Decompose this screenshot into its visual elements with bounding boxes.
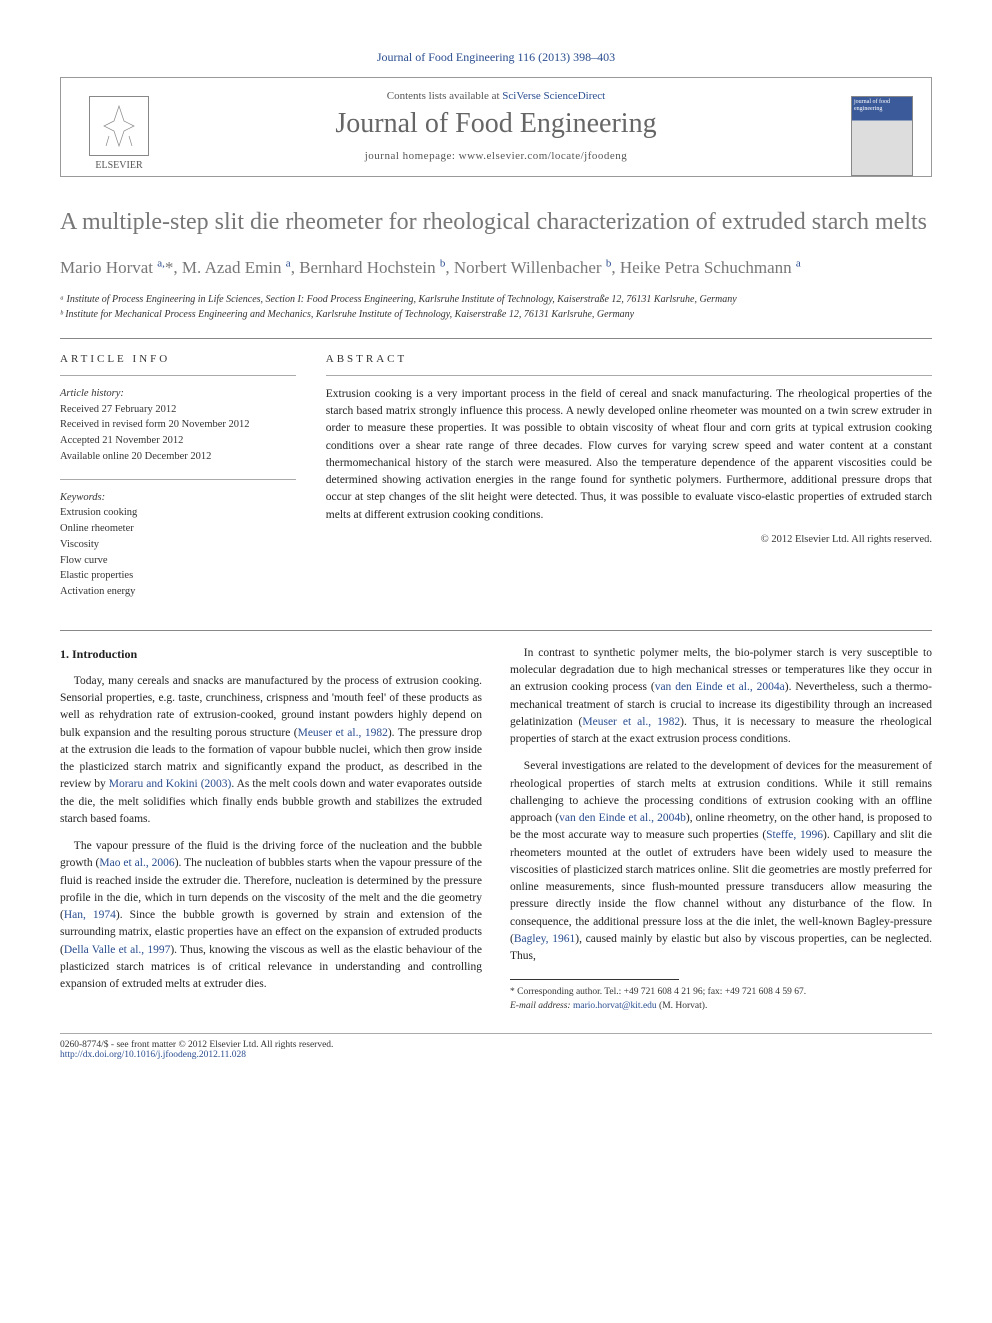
body-paragraph: In contrast to synthetic polymer melts, …: [510, 645, 932, 749]
body-paragraph: Several investigations are related to th…: [510, 758, 932, 965]
cover-label: journal of food engineering: [852, 97, 912, 114]
footer-left: 0260-8774/$ - see front matter © 2012 El…: [60, 1040, 333, 1060]
abstract-column: ABSTRACT Extrusion cooking is a very imp…: [326, 353, 932, 600]
keyword: Elastic properties: [60, 568, 296, 584]
publisher-logo: ELSEVIER: [79, 96, 159, 186]
affiliations: ᵃ Institute of Process Engineering in Li…: [60, 292, 932, 322]
article-info-heading: ARTICLE INFO: [60, 353, 296, 365]
footnote-separator: [510, 979, 679, 980]
history-line: Received in revised form 20 November 201…: [60, 417, 296, 433]
info-abstract-row: ARTICLE INFO Article history: Received 2…: [60, 353, 932, 600]
keyword: Extrusion cooking: [60, 505, 296, 521]
abstract-copyright: © 2012 Elsevier Ltd. All rights reserved…: [326, 534, 932, 545]
keyword: Online rheometer: [60, 521, 296, 537]
keywords-block: Keywords: Extrusion cookingOnline rheome…: [60, 490, 296, 600]
divider: [60, 375, 296, 376]
history-label: Article history:: [60, 386, 296, 402]
history-line: Available online 20 December 2012: [60, 449, 296, 465]
corresponding-email[interactable]: mario.horvat@kit.edu: [573, 1001, 657, 1011]
email-label: E-mail address:: [510, 1001, 571, 1011]
abstract-text: Extrusion cooking is a very important pr…: [326, 386, 932, 524]
homepage-url: www.elsevier.com/locate/jfoodeng: [459, 150, 628, 162]
abstract-heading: ABSTRACT: [326, 353, 932, 365]
history-line: Received 27 February 2012: [60, 402, 296, 418]
authors-list: Mario Horvat a,*, M. Azad Emin a, Bernha…: [60, 256, 932, 280]
journal-cover-thumbnail: journal of food engineering: [851, 96, 913, 176]
corresponding-author-footnote: * Corresponding author. Tel.: +49 721 60…: [510, 986, 932, 1013]
front-matter-line: 0260-8774/$ - see front matter © 2012 El…: [60, 1040, 333, 1050]
doi-link[interactable]: http://dx.doi.org/10.1016/j.jfoodeng.201…: [60, 1050, 333, 1060]
divider: [60, 630, 932, 631]
keywords-label: Keywords:: [60, 490, 296, 506]
elsevier-tree-icon: [89, 96, 149, 156]
section-heading: 1. Introduction: [60, 645, 482, 663]
page-footer: 0260-8774/$ - see front matter © 2012 El…: [60, 1033, 932, 1060]
journal-homepage: journal homepage: www.elsevier.com/locat…: [79, 150, 913, 162]
email-suffix: (M. Horvat).: [659, 1001, 707, 1011]
divider: [60, 338, 932, 339]
publisher-name: ELSEVIER: [79, 160, 159, 171]
contents-prefix: Contents lists available at: [387, 90, 502, 102]
page: Journal of Food Engineering 116 (2013) 3…: [0, 0, 992, 1110]
section-title: Introduction: [72, 647, 137, 661]
journal-reference: Journal of Food Engineering 116 (2013) 3…: [60, 50, 932, 65]
article-title: A multiple-step slit die rheometer for r…: [60, 207, 932, 238]
history-line: Accepted 21 November 2012: [60, 433, 296, 449]
sciencedirect-link[interactable]: SciVerse ScienceDirect: [502, 90, 605, 102]
keyword: Activation energy: [60, 584, 296, 600]
body-paragraph: The vapour pressure of the fluid is the …: [60, 838, 482, 993]
article-history: Article history: Received 27 February 20…: [60, 386, 296, 465]
affiliation: ᵇ Institute for Mechanical Process Engin…: [60, 307, 932, 322]
keyword: Viscosity: [60, 537, 296, 553]
body-text: 1. Introduction Today, many cereals and …: [60, 645, 932, 1013]
journal-name: Journal of Food Engineering: [79, 108, 913, 140]
section-number: 1.: [60, 647, 69, 661]
keyword: Flow curve: [60, 553, 296, 569]
divider: [60, 479, 296, 480]
divider: [326, 375, 932, 376]
corresponding-line: * Corresponding author. Tel.: +49 721 60…: [510, 986, 932, 999]
homepage-prefix: journal homepage:: [365, 150, 459, 162]
contents-line: Contents lists available at SciVerse Sci…: [79, 90, 913, 102]
affiliation: ᵃ Institute of Process Engineering in Li…: [60, 292, 932, 307]
article-info-column: ARTICLE INFO Article history: Received 2…: [60, 353, 296, 600]
journal-header-box: ELSEVIER journal of food engineering Con…: [60, 77, 932, 177]
body-paragraph: Today, many cereals and snacks are manuf…: [60, 673, 482, 828]
